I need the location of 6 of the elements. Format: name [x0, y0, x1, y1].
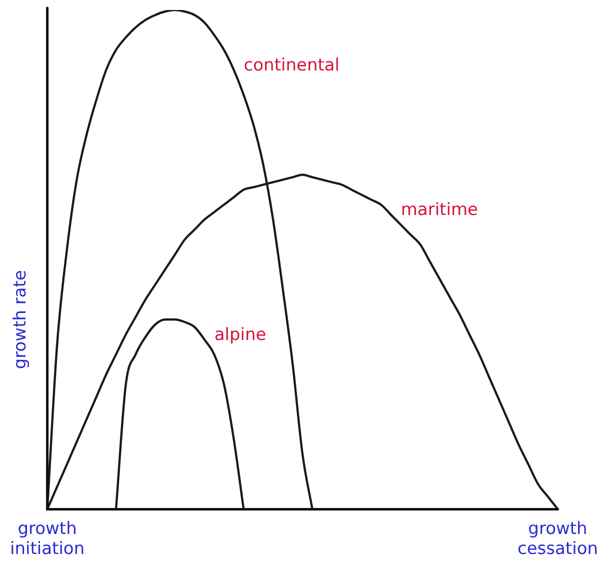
- y-axis-title: growth rate: [10, 270, 31, 370]
- series-label: continental: [244, 55, 340, 76]
- x-tick-label: growth initiation: [10, 518, 85, 560]
- x-tick-label: growth cessation: [517, 518, 598, 560]
- series-label: maritime: [400, 200, 478, 220]
- series-label: alpine: [214, 324, 266, 345]
